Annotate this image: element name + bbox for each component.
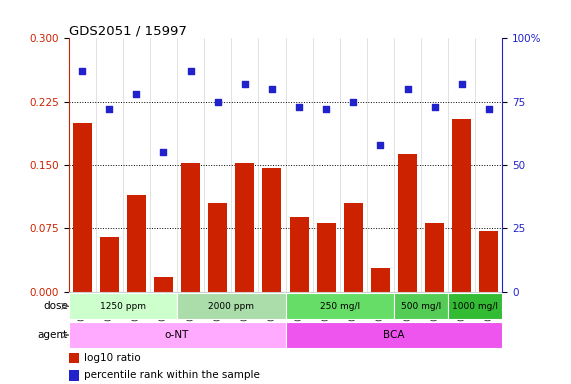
Text: dose: dose <box>43 301 68 311</box>
Text: 1000 mg/l: 1000 mg/l <box>452 302 498 311</box>
Point <box>484 106 493 113</box>
Bar <box>371 268 390 292</box>
Point <box>104 106 114 113</box>
Text: 2000 ppm: 2000 ppm <box>208 302 254 311</box>
Bar <box>177 293 286 319</box>
Point <box>186 68 195 74</box>
Bar <box>100 237 119 292</box>
Bar <box>235 164 254 292</box>
Text: BCA: BCA <box>383 330 405 340</box>
Point <box>457 81 467 87</box>
Point <box>430 104 439 110</box>
Text: 500 mg/l: 500 mg/l <box>401 302 441 311</box>
Point <box>240 81 250 87</box>
Point <box>403 86 412 92</box>
Bar <box>344 203 363 292</box>
Bar <box>208 203 227 292</box>
Text: 1250 ppm: 1250 ppm <box>100 302 146 311</box>
Point <box>376 142 385 148</box>
Point <box>159 149 168 156</box>
Bar <box>263 168 282 292</box>
Point <box>267 86 276 92</box>
Text: 250 mg/l: 250 mg/l <box>320 302 360 311</box>
Bar <box>69 322 286 348</box>
Text: log10 ratio: log10 ratio <box>84 353 140 363</box>
Bar <box>73 123 91 292</box>
Bar <box>286 322 502 348</box>
Bar <box>286 293 394 319</box>
Point <box>295 104 304 110</box>
Bar <box>127 195 146 292</box>
Bar <box>69 293 177 319</box>
Point <box>321 106 331 113</box>
Bar <box>398 154 417 292</box>
Bar <box>425 223 444 292</box>
Bar <box>448 293 502 319</box>
Bar <box>69 353 79 363</box>
Bar <box>452 119 471 292</box>
Text: o-NT: o-NT <box>165 330 189 340</box>
Point <box>349 99 358 105</box>
Bar <box>317 223 336 292</box>
Point <box>132 91 141 97</box>
Bar <box>181 164 200 292</box>
Bar <box>69 370 79 381</box>
Point <box>78 68 87 74</box>
Bar <box>289 217 308 292</box>
Text: GDS2051 / 15997: GDS2051 / 15997 <box>69 24 186 37</box>
Text: agent: agent <box>38 330 68 340</box>
Point <box>213 99 222 105</box>
Bar <box>154 276 173 292</box>
Bar <box>394 293 448 319</box>
Text: percentile rank within the sample: percentile rank within the sample <box>84 370 260 381</box>
Bar <box>480 231 498 292</box>
